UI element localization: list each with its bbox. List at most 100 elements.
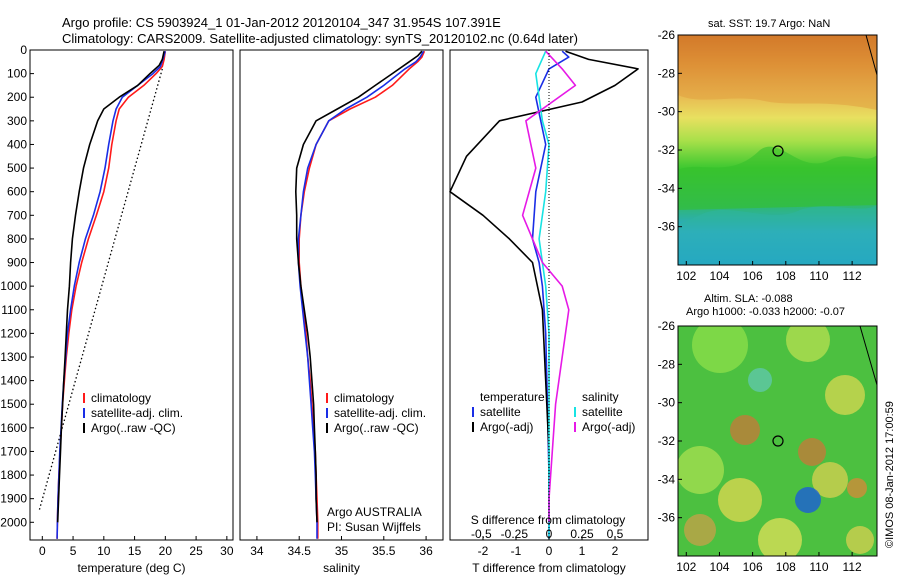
panelT-ytick-label-7: 700 — [7, 208, 27, 222]
panelT-ytick-label-1: 100 — [7, 67, 27, 81]
sla-blob-5 — [678, 446, 724, 494]
sstAxes-ytick-label-5: -36 — [658, 220, 676, 234]
sst-map-title: sat. SST: 19.7 Argo: NaN — [708, 18, 830, 30]
panelS-series-1 — [297, 50, 425, 539]
panelT-ytick-label-5: 500 — [7, 161, 27, 175]
panelT-ytick-label-6: 600 — [7, 185, 27, 199]
panelD-xtick-label-2: 0 — [546, 544, 553, 558]
sla-blob-9 — [795, 487, 821, 513]
imos-credit: ©IMOS 08-Jan-2012 17:00:59 — [884, 401, 896, 548]
panelT-xtick-label-3: 15 — [128, 544, 142, 558]
panelT-ytick-label-20: 2000 — [0, 515, 27, 529]
panelT-ytick-label-13: 1300 — [0, 350, 27, 364]
sstAxes-xtick-label-2: 106 — [743, 269, 763, 283]
panelD-series-3 — [521, 50, 577, 523]
sla-blob-13 — [846, 526, 874, 554]
panelT-xtick-label-4: 20 — [159, 544, 173, 558]
sla-blob-0 — [692, 326, 748, 373]
panelD-xtick-label-1: -1 — [511, 544, 522, 558]
panelT-series-1 — [56, 50, 167, 539]
sla-blob-6 — [718, 478, 762, 522]
panelD-top-label: S difference from climatology — [471, 513, 626, 527]
panelS-series-2 — [294, 50, 423, 523]
header-line1: Argo profile: CS 5903924_1 01-Jan-2012 2… — [62, 15, 501, 30]
temperature-panel: 0 5 10 15 20 25 30 temperature (deg C) 0 100 200 30… — [0, 43, 234, 575]
slaAxes-xtick-label-5: 112 — [843, 560, 862, 574]
slaAxes-xtick-label-0: 102 — [676, 560, 696, 574]
panelT-xtick-label-1: 5 — [70, 544, 77, 558]
panelT-legend-label-0: climatology — [91, 391, 151, 405]
panelT-ytick-label-14: 1400 — [0, 374, 27, 388]
sla-blob-7 — [812, 462, 848, 498]
panelD-xlabel: T difference from climatology — [472, 561, 626, 575]
sstAxes-xtick-label-5: 112 — [843, 269, 862, 283]
panelT-ytick-label-9: 900 — [7, 256, 27, 270]
sla-blob-1 — [786, 326, 830, 362]
panelT-xtick-label-0: 0 — [39, 544, 46, 558]
panelD-top-tick-label-1: -0.25 — [501, 527, 529, 541]
panelT-xtick-label-2: 10 — [97, 544, 111, 558]
panelT-legend-label-2: Argo(..raw -QC) — [91, 421, 176, 435]
sla-blob-3 — [730, 415, 760, 445]
panelS-xtick-label-4: 36 — [419, 544, 433, 558]
panelT-series-3 — [38, 68, 163, 511]
panelT-ytick-label-8: 800 — [7, 232, 27, 246]
sla-map-title-line1: Altim. SLA: -0.088 — [704, 293, 793, 305]
panelS-series-0 — [298, 50, 426, 539]
panelS-legend-label-2: Argo(..raw -QC) — [334, 421, 419, 435]
panelS-legend-label-1: satellite-adj. clim. — [334, 406, 426, 420]
panelD-top-tick-label-4: 0.5 — [607, 527, 624, 541]
panelS-annotation-line1: Argo AUSTRALIA — [327, 505, 422, 519]
panelD-top-tick-label-0: -0.5 — [471, 527, 492, 541]
panelS-legend-label-0: climatology — [334, 391, 394, 405]
slaAxes-ytick-label-0: -26 — [658, 319, 676, 333]
sla-blob-8 — [847, 478, 867, 498]
panelS-xtick-label-1: 34.5 — [288, 544, 312, 558]
panelD-xtick-label-3: 1 — [579, 544, 586, 558]
panelT-ytick-label-10: 1000 — [0, 279, 27, 293]
panelD-top-tick-label-2: 0 — [546, 527, 553, 541]
sla-blob-12 — [748, 368, 772, 392]
panelD-legend-label-2: satellite — [582, 405, 623, 419]
sla-blob-11 — [758, 518, 802, 556]
panelD-legend-label-1: Argo(-adj) — [480, 420, 533, 434]
panelS-frame — [239, 49, 444, 541]
sstAxes-xtick-label-1: 104 — [709, 269, 729, 283]
panelT-ytick-label-16: 1600 — [0, 421, 27, 435]
sstAxes-xtick-label-4: 110 — [809, 269, 828, 283]
panelD-xtick-label-4: 2 — [612, 544, 619, 558]
panelT-series-2 — [56, 51, 165, 523]
slaAxes-xtick-label-4: 110 — [809, 560, 828, 574]
header-line2: Climatology: CARS2009. Satellite-adjuste… — [62, 31, 578, 46]
sstAxes-ytick-label-3: -32 — [658, 143, 676, 157]
slaAxes-xtick-label-2: 106 — [743, 560, 763, 574]
panelT-legend-label-1: satellite-adj. clim. — [91, 406, 183, 420]
panelT-ytick-label-17: 1700 — [0, 444, 27, 458]
panelD-legend-header-left: temperature — [480, 390, 545, 404]
sla-coastline — [859, 326, 877, 386]
panelT-ytick-label-3: 300 — [7, 114, 27, 128]
panelT-xtick-label-6: 30 — [220, 544, 234, 558]
slaAxes-ytick-label-5: -36 — [658, 511, 676, 525]
panelS-xtick-label-0: 34 — [250, 544, 264, 558]
panelD-legend-header-right: salinity — [582, 390, 619, 404]
panelD-series-1 — [449, 50, 639, 523]
sst-warm-tongue — [678, 35, 877, 110]
slaAxes-ytick-label-1: -28 — [658, 357, 676, 371]
panelT-ytick-label-19: 1900 — [0, 492, 27, 506]
slaAxes-xtick-label-3: 108 — [776, 560, 796, 574]
slaAxes-ytick-label-4: -34 — [658, 472, 676, 486]
panelS-annotation-line2: PI: Susan Wijffels — [327, 520, 421, 534]
panelT-frame — [29, 49, 234, 541]
sla-blob-10 — [684, 514, 716, 546]
panelT-ytick-label-2: 200 — [7, 90, 27, 104]
difference-panel: -2 -1 0 1 2 T difference from climatology -0.5… — [449, 49, 649, 575]
panelS-xtick-label-3: 35.5 — [372, 544, 396, 558]
sla-map: Altim. SLA: -0.088 Argo h1000: -0.033 h2… — [658, 293, 878, 574]
sstAxes-ytick-label-1: -28 — [658, 66, 676, 80]
panelT-ytick-label-11: 1100 — [1, 303, 27, 317]
sst-argo-marker — [772, 145, 784, 157]
slaAxes-ytick-label-3: -32 — [658, 434, 676, 448]
sla-blob-2 — [825, 375, 865, 415]
panelD-top-tick-label-3: 0.25 — [570, 527, 594, 541]
